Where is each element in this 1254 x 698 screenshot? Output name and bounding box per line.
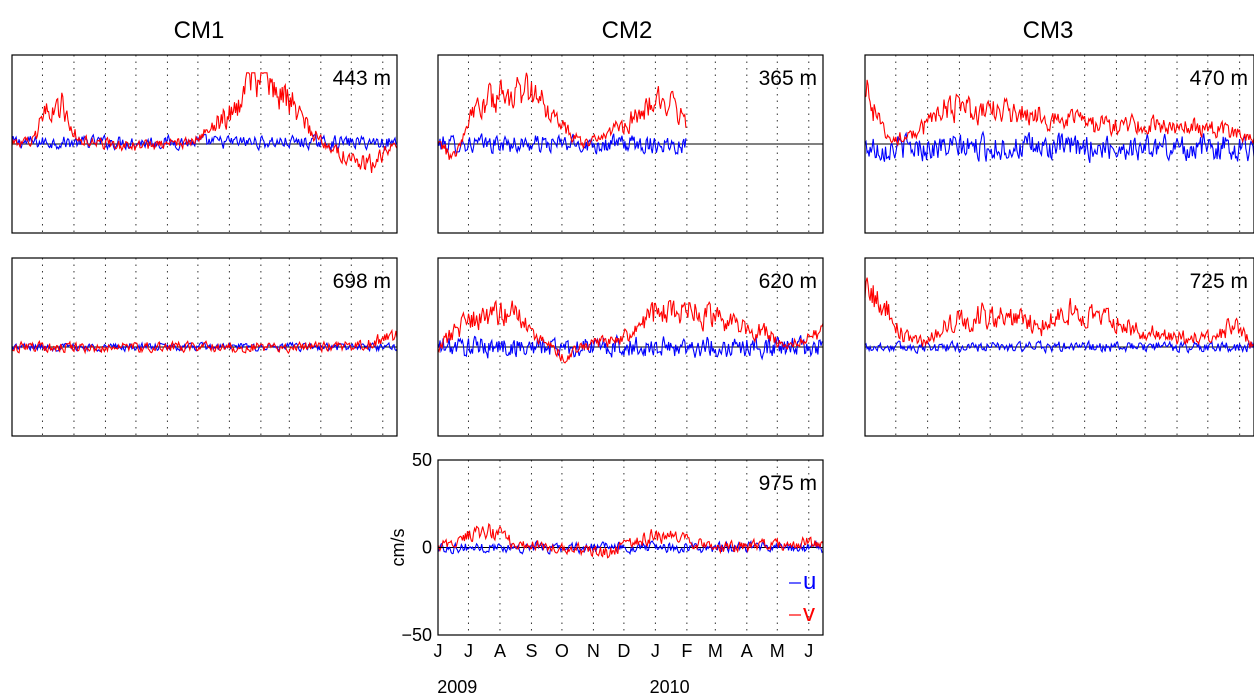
panel-frame xyxy=(11,54,398,234)
series-v-line xyxy=(864,79,1254,147)
column-title-cm2: CM2 xyxy=(602,17,653,44)
x-tick-label: N xyxy=(587,641,600,661)
y-tick-label: 0 xyxy=(422,538,432,558)
legend-label-u: u xyxy=(803,568,816,595)
y-tick-label: 50 xyxy=(412,450,432,470)
depth-label: 975 m xyxy=(759,472,817,495)
x-tick-label: J xyxy=(464,641,473,661)
series-u-line xyxy=(864,130,1254,164)
x-tick-label: O xyxy=(555,641,569,661)
depth-label: 725 m xyxy=(1190,270,1248,293)
year-label-2010: 2010 xyxy=(650,677,690,697)
x-tick-label: M xyxy=(770,641,785,661)
x-tick-label: F xyxy=(681,641,692,661)
series-v-line xyxy=(437,72,687,160)
panel-cm1-698m: 698 m xyxy=(11,257,398,437)
column-titles: CM1 CM2 CM3 xyxy=(174,17,1074,44)
column-title-cm1: CM1 xyxy=(174,17,225,44)
series-u-line xyxy=(437,133,687,156)
x-tick-label: A xyxy=(741,641,753,661)
legend-label-v: v xyxy=(803,600,815,627)
panel-cm1-443m: 443 m xyxy=(11,54,398,234)
depth-label: 365 m xyxy=(759,67,817,90)
panel-frame xyxy=(437,257,824,437)
depth-label: 470 m xyxy=(1190,67,1248,90)
x-tick-label: D xyxy=(617,641,630,661)
series-v-line xyxy=(11,328,398,355)
panel-cm2-975m: 975 m xyxy=(437,459,824,636)
series-u-line xyxy=(437,333,824,361)
panel-frame xyxy=(437,54,824,234)
x-tick-label: A xyxy=(494,641,506,661)
panel-cm3-725m: 725 m xyxy=(864,257,1254,437)
x-tick-label: S xyxy=(525,641,537,661)
y-axis-label: cm/s xyxy=(388,529,408,567)
depth-label: 698 m xyxy=(333,270,391,293)
legend: uv xyxy=(789,568,816,627)
panel-frame xyxy=(11,257,398,437)
panel-frame xyxy=(864,54,1254,234)
column-title-cm3: CM3 xyxy=(1023,17,1074,44)
series-v-line xyxy=(11,72,398,174)
series-v-line xyxy=(864,277,1254,348)
series-v-line xyxy=(437,299,824,364)
x-tick-label: M xyxy=(708,641,723,661)
x-tick-label: J xyxy=(651,641,660,661)
panels: 443 m 365 m 470 m 698 m 620 m 725 m 975 m xyxy=(11,54,1254,636)
series-v-line xyxy=(437,522,824,559)
panel-cm2-365m: 365 m xyxy=(437,54,824,234)
x-tick-label: J xyxy=(434,641,443,661)
year-label-2009: 2009 xyxy=(437,677,477,697)
y-tick-label: −50 xyxy=(401,625,432,645)
depth-label: 443 m xyxy=(333,67,391,90)
depth-label: 620 m xyxy=(759,270,817,293)
panel-cm2-620m: 620 m xyxy=(437,257,824,437)
series-u-line xyxy=(864,339,1254,355)
x-tick-label: J xyxy=(804,641,813,661)
panel-cm3-470m: 470 m xyxy=(864,54,1254,234)
panel-frame xyxy=(864,257,1254,437)
